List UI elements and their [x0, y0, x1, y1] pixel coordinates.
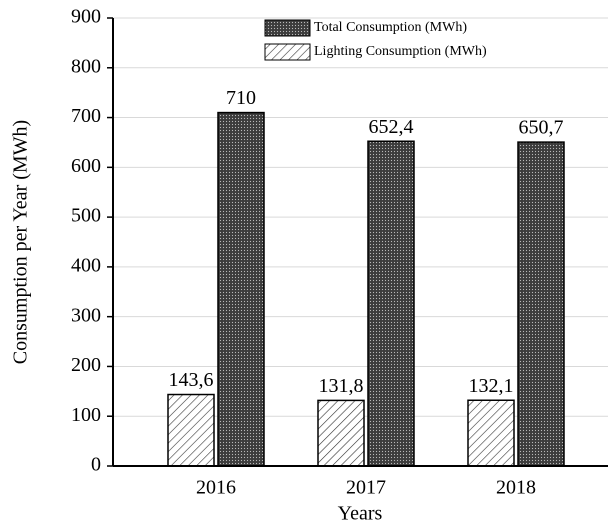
y-tick-label: 300 [71, 304, 101, 326]
x-axis-label: Years [338, 503, 383, 525]
y-tick-label: 0 [91, 454, 101, 476]
y-tick-label: 700 [71, 105, 101, 127]
bar [467, 399, 515, 467]
data-label: 143,6 [169, 369, 214, 391]
data-label: 132,1 [469, 375, 514, 397]
legend-swatch [264, 43, 311, 61]
y-tick-label: 400 [71, 254, 101, 276]
y-tick-label: 600 [71, 155, 101, 177]
data-label: 650,7 [519, 117, 564, 139]
bar [317, 399, 365, 467]
bar [367, 140, 415, 467]
y-tick-label: 100 [71, 404, 101, 426]
bar [167, 393, 215, 467]
legend-label: Lighting Consumption (MWh) [314, 44, 487, 59]
data-label: 710 [226, 87, 256, 109]
bar [517, 141, 565, 467]
x-tick-label: 2016 [196, 477, 236, 499]
bar [217, 111, 265, 467]
data-label: 652,4 [369, 116, 414, 138]
data-label: 131,8 [319, 375, 364, 397]
x-tick-label: 2018 [496, 477, 536, 499]
y-tick-label: 800 [71, 55, 101, 77]
y-tick-label: 900 [71, 6, 101, 28]
legend-swatch [264, 19, 311, 37]
y-tick-label: 200 [71, 354, 101, 376]
y-tick-label: 500 [71, 205, 101, 227]
legend-label: Total Consumption (MWh) [314, 20, 467, 35]
x-tick-label: 2017 [346, 477, 386, 499]
bars [167, 111, 565, 467]
grid [113, 17, 608, 417]
y-axis-label: Consumption per Year (MWh) [10, 120, 32, 364]
